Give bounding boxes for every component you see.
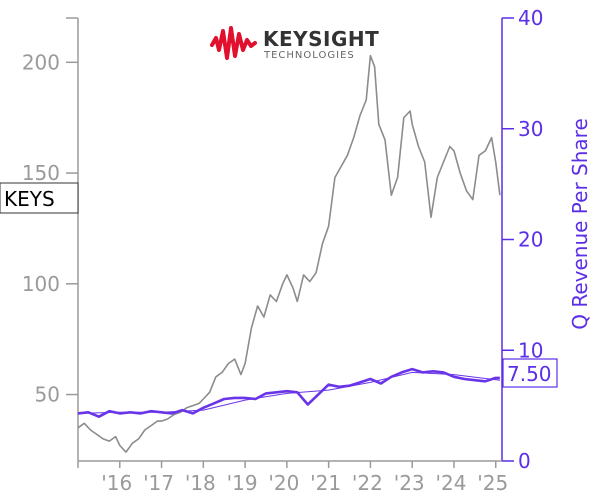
revenue-per-share-line [77,367,500,419]
left-tick-label: 50 [35,383,60,407]
left-tick-label: 150 [22,161,60,185]
x-tick-label: '19 [227,471,258,495]
right-tick-label: 0 [518,449,531,473]
logo-name: KEYSIGHT [263,27,379,51]
right-tick-label: 30 [518,117,543,141]
keysight-logo: KEYSIGHT TECHNOLOGIES [210,26,379,61]
revenue-trend-line [77,371,500,414]
x-tick-label: '22 [352,471,383,495]
series-layer [77,54,501,453]
x-tick-label: '17 [143,471,174,495]
keysight-wave-icon [210,26,257,60]
x-tick-label: '18 [185,471,216,495]
left-tick-label: 100 [22,272,60,296]
x-tick-label: '16 [101,471,132,495]
x-tick-label: '23 [394,471,425,495]
price-line [77,54,501,453]
x-tick-label: '25 [477,471,508,495]
right-tick-label: 20 [518,228,543,252]
logo-subtitle: TECHNOLOGIES [263,50,355,61]
x-tick-label: '24 [435,471,466,495]
left-tick-label: 200 [22,50,60,74]
right-tick-label: 40 [518,6,543,30]
right-axis-label: Q Revenue Per Share [568,118,592,330]
right-axis: 0 10 20 30 40 Q Revenue Per Share [501,6,592,473]
right-tick-label: 10 [518,338,543,362]
last-value-box: 7.50 [502,358,558,388]
x-tick-label: '21 [310,471,341,495]
ticker-label: KEYS [4,187,55,211]
left-axis: 50 100 150 200 [22,17,79,461]
x-axis: '16 '17 '18 '19 '20 '21 '22 '23 '24 '25 [77,460,508,495]
ticker-box: KEYS [0,182,79,214]
x-tick-label: '20 [268,471,299,495]
last-value-label: 7.50 [507,362,552,386]
